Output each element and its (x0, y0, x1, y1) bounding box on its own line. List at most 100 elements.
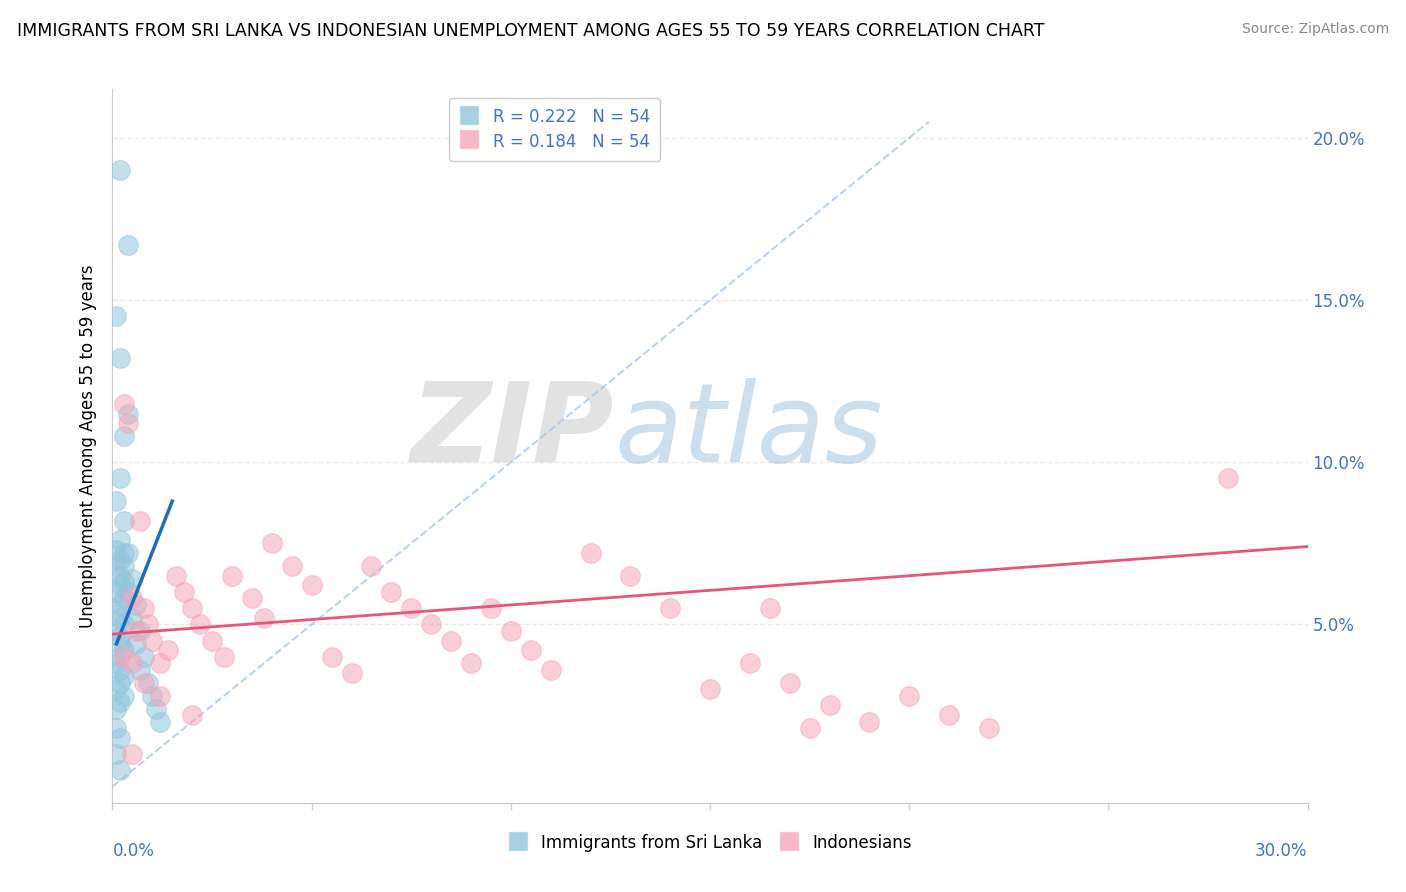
Point (520, 643, 543, 657)
Point (134, 649, 156, 664)
Point (105, 494, 128, 508)
Point (201, 633, 224, 648)
Point (212, 649, 235, 664)
Point (114, 643, 135, 657)
Point (129, 663, 152, 677)
Point (110, 578, 132, 592)
Point (121, 747, 143, 761)
Point (799, 721, 821, 735)
Point (125, 637, 148, 651)
Point (699, 682, 721, 697)
Point (240, 591, 263, 606)
Point (380, 585, 402, 599)
Point (110, 611, 132, 625)
Point (110, 637, 132, 651)
Point (114, 575, 135, 590)
Point (114, 514, 135, 528)
Point (779, 675, 801, 690)
Point (110, 552, 132, 566)
Point (125, 624, 148, 638)
Point (110, 675, 132, 690)
Point (105, 682, 128, 697)
Point (1216, 471, 1239, 485)
Point (281, 559, 304, 574)
Point (114, 617, 135, 632)
Point (110, 631, 132, 645)
Point (401, 601, 423, 615)
Point (134, 675, 156, 690)
Point (110, 533, 132, 547)
Point (110, 471, 132, 485)
Point (138, 617, 160, 632)
Point (221, 568, 243, 582)
Point (105, 624, 128, 638)
Point (977, 721, 1000, 735)
Point (117, 417, 139, 431)
Point (619, 568, 641, 582)
Point (110, 663, 132, 677)
Point (121, 591, 143, 606)
Point (260, 536, 283, 550)
Point (134, 601, 156, 615)
Point (110, 163, 132, 178)
Point (340, 666, 363, 681)
Legend: Immigrants from Sri Lanka, Indonesians: Immigrants from Sri Lanka, Indonesians (502, 827, 918, 859)
Y-axis label: Unemployment Among Ages 55 to 59 years: Unemployment Among Ages 55 to 59 years (79, 264, 97, 628)
Point (181, 708, 204, 723)
Point (105, 702, 128, 716)
Point (188, 617, 211, 632)
Point (121, 657, 143, 671)
Point (141, 633, 163, 648)
Point (165, 568, 187, 582)
Point (105, 721, 128, 735)
Point (938, 708, 960, 723)
Point (253, 611, 276, 625)
Point (117, 546, 139, 560)
Point (110, 568, 132, 582)
Point (114, 591, 135, 606)
Point (759, 601, 782, 615)
Point (110, 598, 132, 612)
Point (149, 657, 172, 671)
Point (117, 407, 139, 421)
Point (579, 546, 602, 560)
Point (105, 559, 128, 574)
Point (157, 643, 180, 657)
Point (460, 657, 482, 671)
Point (110, 695, 132, 709)
Text: atlas: atlas (614, 378, 883, 485)
Point (181, 601, 204, 615)
Point (145, 702, 167, 716)
Point (114, 649, 135, 664)
Point (149, 714, 172, 729)
Point (138, 675, 160, 690)
Text: 0.0%: 0.0% (112, 842, 155, 860)
Point (105, 747, 128, 761)
Point (114, 429, 135, 443)
Point (479, 601, 502, 615)
Point (360, 559, 382, 574)
Point (173, 585, 195, 599)
Point (105, 604, 128, 618)
Point (114, 546, 135, 560)
Point (105, 542, 128, 557)
Text: ZIP: ZIP (411, 378, 614, 485)
Point (110, 764, 132, 778)
Point (141, 689, 163, 703)
Point (301, 578, 323, 592)
Point (858, 714, 880, 729)
Text: Source: ZipAtlas.com: Source: ZipAtlas.com (1241, 22, 1389, 37)
Point (114, 689, 135, 703)
Point (117, 585, 139, 599)
Point (105, 657, 128, 671)
Point (125, 598, 148, 612)
Point (738, 657, 761, 671)
Point (818, 698, 841, 713)
Point (129, 514, 152, 528)
Point (440, 633, 463, 648)
Point (659, 601, 682, 615)
Point (121, 572, 143, 586)
Point (898, 689, 921, 703)
Point (499, 624, 522, 638)
Point (121, 611, 143, 625)
